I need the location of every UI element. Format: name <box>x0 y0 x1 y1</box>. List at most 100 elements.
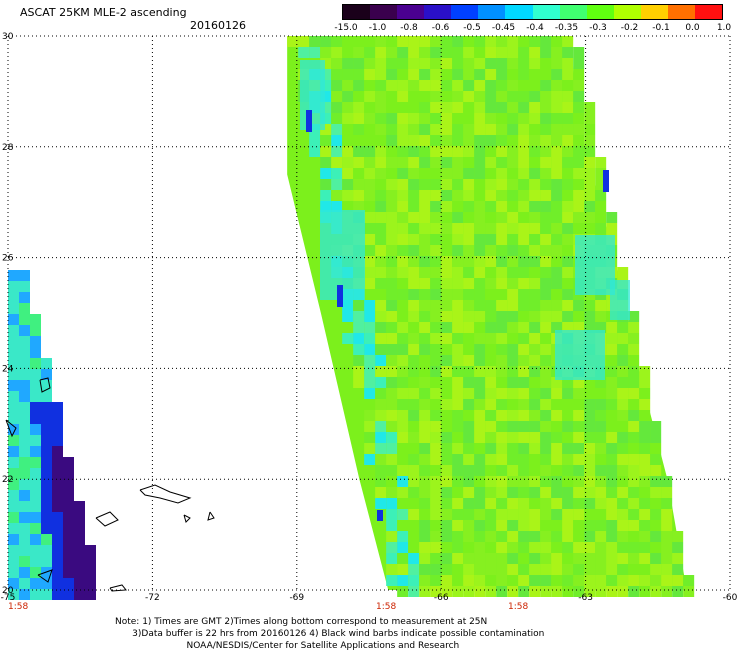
swath-pixel <box>595 421 607 432</box>
swath-pixel <box>52 490 63 501</box>
swath-pixel <box>375 322 387 333</box>
swath-pixel <box>474 553 486 564</box>
swath-pixel <box>331 190 343 201</box>
swath-pixel <box>397 311 409 322</box>
swath-pixel <box>573 575 585 586</box>
swath-pixel <box>507 212 519 223</box>
swath-pixel <box>30 314 41 325</box>
swath-pixel <box>617 454 629 465</box>
swath-pixel <box>353 355 365 366</box>
color-scale-label: -0.45 <box>491 23 516 33</box>
swath-pixel <box>430 465 442 476</box>
swath-pixel <box>573 421 585 432</box>
swath-pixel <box>573 168 585 179</box>
swath-pixel <box>551 278 563 289</box>
swath-pixel <box>386 564 398 575</box>
swath-pixel <box>430 113 442 124</box>
swath-pixel <box>496 102 508 113</box>
swath-pixel <box>573 113 585 124</box>
swath-pixel <box>529 69 541 80</box>
swath-pixel <box>386 377 398 388</box>
swath-pixel <box>518 102 530 113</box>
swath-pixel <box>8 336 19 347</box>
swath-pixel <box>518 520 530 531</box>
swath-pixel <box>419 47 431 58</box>
swath-pixel <box>595 432 607 443</box>
swath-pixel <box>452 289 464 300</box>
swath-pixel <box>419 355 431 366</box>
swath-pixel <box>639 553 651 564</box>
swath-pixel <box>441 399 453 410</box>
swath-pixel <box>562 487 574 498</box>
swath-pixel <box>408 168 420 179</box>
swath-pixel <box>375 432 387 443</box>
swath-pixel <box>430 36 442 47</box>
note-line-2: 3)Data buffer is 22 hrs from 20160126 4)… <box>115 629 545 639</box>
swath-pixel <box>52 567 63 578</box>
swath-pixel <box>529 443 541 454</box>
swath-pixel <box>375 58 387 69</box>
swath-pixel <box>628 355 640 366</box>
swath-pixel <box>606 509 618 520</box>
swath-pixel <box>386 487 398 498</box>
swath-pixel <box>573 146 585 157</box>
swath-pixel <box>408 322 420 333</box>
swath-pixel <box>8 380 19 391</box>
swath-pixel <box>408 223 420 234</box>
swath-pixel <box>441 256 453 267</box>
swath-pixel <box>19 556 30 567</box>
swath-pixel <box>375 289 387 300</box>
swath-pixel <box>529 553 541 564</box>
swath-pixel <box>650 443 662 454</box>
swath-pixel <box>606 542 618 553</box>
swath-pixel <box>309 135 321 146</box>
swath-pixel <box>507 146 519 157</box>
island-outline <box>139 484 192 504</box>
swath-pixel <box>650 454 662 465</box>
swath-pixel <box>496 179 508 190</box>
swath-pixel <box>584 146 596 157</box>
swath-pixel <box>463 190 475 201</box>
swath-pixel <box>364 245 376 256</box>
swath-pixel <box>364 47 376 58</box>
swath-pixel <box>529 344 541 355</box>
swath-pixel <box>562 80 574 91</box>
swath-pixel <box>375 36 387 47</box>
swath-pixel <box>8 358 19 369</box>
swath-pixel <box>474 102 486 113</box>
swath-pixel <box>41 589 52 600</box>
swath-pixel <box>74 578 85 589</box>
swath-pixel <box>353 47 365 58</box>
swath-pixel <box>441 135 453 146</box>
color-scale-swatch <box>478 5 506 19</box>
swath-pixel <box>540 113 552 124</box>
swath-pixel <box>397 465 409 476</box>
swath-pixel <box>518 146 530 157</box>
swath-pixel <box>419 234 431 245</box>
swath-pixel <box>474 124 486 135</box>
swath-pixel <box>30 336 41 347</box>
swath-pixel <box>551 542 563 553</box>
swath-pixel <box>562 311 574 322</box>
swath-pixel <box>518 575 530 586</box>
swath-pixel <box>606 443 618 454</box>
swath-pixel <box>342 124 354 135</box>
swath-pixel <box>518 267 530 278</box>
swath-pixel <box>485 454 497 465</box>
swath-pixel <box>562 256 574 267</box>
swath-pixel <box>518 399 530 410</box>
swath-pixel <box>595 509 607 520</box>
swath-pixel <box>529 278 541 289</box>
swath-pixel <box>408 531 420 542</box>
swath-pixel <box>441 553 453 564</box>
swath-pixel <box>639 575 651 586</box>
swath-pixel <box>331 36 343 47</box>
swath-pixel <box>52 402 63 413</box>
swath-pixel <box>408 355 420 366</box>
swath-pixel <box>364 69 376 80</box>
swath-pixel <box>19 512 30 523</box>
swath-pixel <box>419 102 431 113</box>
swath-pixel <box>375 344 387 355</box>
swath-pixel <box>496 113 508 124</box>
swath-pixel <box>496 553 508 564</box>
